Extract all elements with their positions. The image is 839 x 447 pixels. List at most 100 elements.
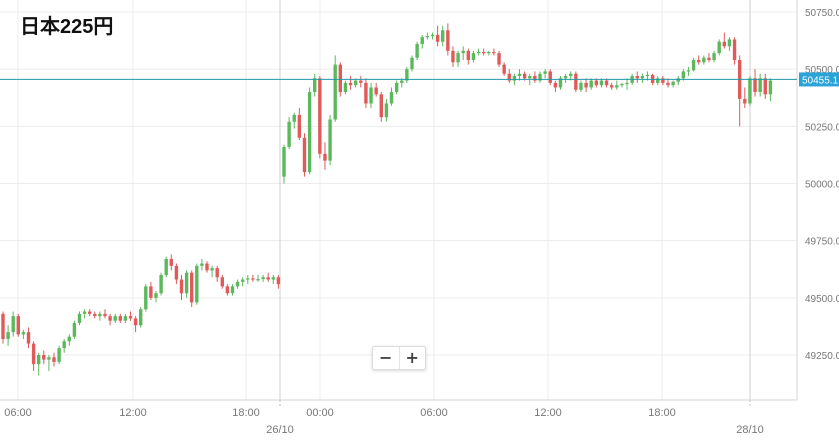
candle-body bbox=[174, 265, 179, 280]
candle-body bbox=[164, 258, 168, 275]
x-tick-label: 12:00 bbox=[534, 407, 562, 419]
candle-body bbox=[492, 52, 496, 54]
candle-body bbox=[139, 309, 143, 326]
zoom-controls: − + bbox=[372, 346, 426, 370]
candle-body bbox=[640, 76, 645, 79]
candle-body bbox=[589, 80, 593, 88]
candle-body bbox=[261, 277, 265, 280]
candle-body bbox=[369, 87, 373, 104]
candle-body bbox=[712, 53, 716, 61]
candle-body bbox=[302, 137, 307, 173]
x-tick-label: 18:00 bbox=[232, 407, 260, 419]
current-price-badge bbox=[799, 72, 839, 87]
candle-body bbox=[415, 44, 419, 58]
candle-body bbox=[364, 82, 368, 104]
candle-body bbox=[98, 313, 102, 317]
candle-body bbox=[21, 332, 26, 335]
candle-body bbox=[307, 92, 312, 173]
x-tick-label: 06:00 bbox=[420, 407, 448, 419]
candlestick-series bbox=[1, 23, 773, 376]
candle-body bbox=[210, 268, 214, 271]
candle-body bbox=[645, 74, 650, 77]
candle-body bbox=[93, 313, 97, 317]
y-tick-label: 49250.0 bbox=[805, 351, 839, 362]
candle-body bbox=[456, 53, 460, 63]
candle-body bbox=[753, 78, 757, 93]
candle-body bbox=[359, 80, 363, 83]
candle-body bbox=[271, 277, 275, 280]
candle-body bbox=[400, 80, 404, 83]
candle-body bbox=[318, 78, 322, 154]
candle-body bbox=[241, 279, 245, 282]
y-tick-label: 50500.0 bbox=[805, 65, 839, 76]
y-tick-label: 50750.0 bbox=[805, 8, 839, 19]
candle-body bbox=[6, 332, 10, 339]
candle-body bbox=[118, 316, 122, 321]
candle-body bbox=[466, 50, 471, 61]
candle-body bbox=[26, 332, 31, 344]
candle-body bbox=[635, 76, 639, 79]
x-date-label: 26/10 bbox=[266, 424, 294, 436]
candle-body bbox=[328, 119, 332, 161]
candle-body bbox=[184, 272, 189, 294]
candle-body bbox=[599, 80, 604, 86]
candle-body bbox=[691, 60, 696, 71]
candle-body bbox=[323, 153, 327, 161]
candle-body bbox=[292, 114, 296, 122]
candle-body bbox=[732, 39, 737, 61]
candle-body bbox=[220, 277, 224, 287]
candle-body bbox=[88, 311, 92, 314]
candle-body bbox=[235, 281, 240, 287]
candle-body bbox=[748, 78, 752, 104]
candle-body bbox=[31, 343, 36, 365]
candle-body bbox=[353, 80, 358, 86]
grid-lines bbox=[0, 0, 797, 400]
candle-body bbox=[594, 80, 599, 86]
candle-body bbox=[225, 286, 230, 294]
y-tick-label: 49750.0 bbox=[805, 237, 839, 248]
candle-body bbox=[666, 82, 670, 86]
candle-body bbox=[702, 57, 706, 63]
candle-body bbox=[37, 355, 41, 365]
candle-body bbox=[57, 348, 61, 362]
candle-body bbox=[11, 316, 15, 333]
candle-body bbox=[461, 50, 465, 54]
current-price-marker: 50455.1 bbox=[0, 72, 839, 87]
candle-body bbox=[215, 268, 219, 278]
candle-body bbox=[103, 313, 107, 317]
candle-body bbox=[681, 71, 686, 79]
axes: 49250.0 49500.0 49750.0 50000.0 50250.0 50500… bbox=[0, 0, 839, 436]
current-price-label: 50455.1 bbox=[802, 75, 839, 86]
zoom-in-button[interactable]: + bbox=[398, 347, 426, 369]
candle-body bbox=[502, 64, 506, 74]
candle-body bbox=[620, 84, 624, 86]
x-tick-label: 18:00 bbox=[648, 407, 676, 419]
candle-body bbox=[190, 272, 194, 303]
candle-body bbox=[430, 34, 435, 37]
candle-body bbox=[522, 73, 527, 79]
candle-body bbox=[533, 76, 537, 81]
candle-body bbox=[538, 73, 542, 81]
candle-body bbox=[384, 103, 389, 118]
zoom-out-button[interactable]: − bbox=[373, 347, 399, 369]
candle-body bbox=[154, 293, 158, 298]
candle-body bbox=[405, 69, 409, 81]
candle-body bbox=[338, 64, 343, 93]
candle-body bbox=[42, 355, 46, 360]
candle-body bbox=[230, 286, 235, 294]
candle-body bbox=[435, 34, 440, 42]
candle-body bbox=[507, 73, 511, 81]
candle-body bbox=[512, 76, 517, 81]
candle-body bbox=[251, 278, 255, 280]
candle-body bbox=[297, 114, 302, 138]
candle-body bbox=[379, 94, 383, 118]
candle-body bbox=[471, 53, 476, 61]
candle-body bbox=[420, 37, 424, 45]
y-tick-label: 50000.0 bbox=[805, 180, 839, 191]
x-tick-label: 06:00 bbox=[4, 407, 32, 419]
candle-body bbox=[656, 78, 660, 83]
candle-body bbox=[113, 316, 117, 321]
candle-body bbox=[149, 286, 153, 298]
